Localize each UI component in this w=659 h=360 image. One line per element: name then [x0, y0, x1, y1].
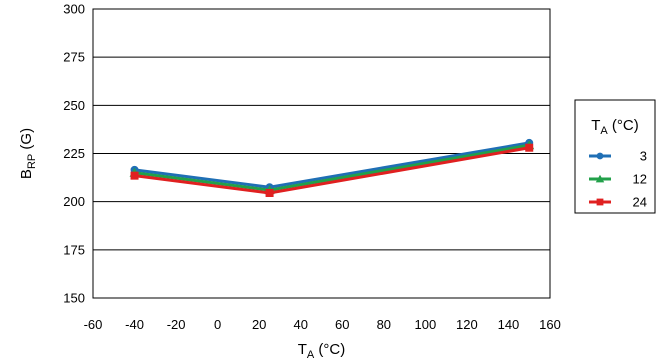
legend-box	[574, 99, 656, 214]
y-tick-label: 225	[63, 146, 85, 161]
legend-item-12: 12	[589, 172, 647, 187]
x-tick-label: -60	[84, 317, 103, 332]
x-axis-label: TA (°C)	[298, 341, 346, 360]
x-tick-label: 100	[415, 317, 437, 332]
legend-title: TA (°C)	[591, 117, 639, 137]
x-axis-label-sub: A	[307, 349, 315, 360]
y-tick-label: 200	[63, 194, 85, 209]
x-tick-label: 120	[456, 317, 478, 332]
data-point	[525, 143, 534, 152]
x-tick-label: 20	[252, 317, 266, 332]
y-axis-label-sub: RP	[26, 154, 38, 169]
data-point	[596, 152, 604, 160]
y-tick-label: 250	[63, 98, 85, 113]
x-axis-ticks: -60 -40 -20 0 20 40 60 80 100 120 140 160	[84, 317, 561, 332]
y-axis-label: BRP (G)	[18, 128, 38, 179]
data-point	[595, 174, 605, 183]
y-tick-label: 275	[63, 50, 85, 65]
data-point	[265, 188, 274, 197]
y-axis-label-main: B	[18, 169, 35, 179]
x-axis-label-suffix: (°C)	[314, 341, 345, 358]
legend-title-sub: A	[600, 125, 608, 137]
y-tick-label: 300	[63, 2, 85, 17]
y-tick-label: 150	[63, 291, 85, 306]
plot-area	[92, 8, 551, 299]
x-axis-label-main: T	[298, 341, 307, 358]
legend-label: 12	[633, 172, 647, 187]
x-tick-label: 60	[335, 317, 349, 332]
x-tick-label: -20	[167, 317, 186, 332]
y-tick-label: 175	[63, 242, 85, 257]
x-tick-label: -40	[125, 317, 144, 332]
legend-title-suffix: (°C)	[608, 117, 639, 134]
y-axis-ticks: 150 175 200 225 250 275 300	[63, 2, 85, 306]
x-tick-label: 40	[293, 317, 307, 332]
data-point	[130, 171, 139, 180]
legend-title-main: T	[591, 117, 600, 134]
legend-item-24: 24	[589, 195, 647, 210]
gridlines	[93, 56, 550, 251]
legend-label: 3	[640, 149, 647, 164]
x-tick-label: 0	[214, 317, 221, 332]
x-tick-label: 160	[539, 317, 561, 332]
legend-items: 3 12 24	[589, 149, 647, 210]
x-tick-label: 140	[498, 317, 520, 332]
legend-label: 24	[633, 195, 647, 210]
legend: TA (°C) 3 12 24	[574, 99, 656, 214]
x-tick-label: 80	[377, 317, 391, 332]
series-group	[129, 138, 535, 197]
legend-item-3: 3	[589, 149, 647, 164]
data-point	[596, 198, 604, 206]
series-12	[129, 140, 535, 195]
y-axis-label-suffix: (G)	[18, 128, 35, 154]
series-24	[130, 143, 534, 197]
